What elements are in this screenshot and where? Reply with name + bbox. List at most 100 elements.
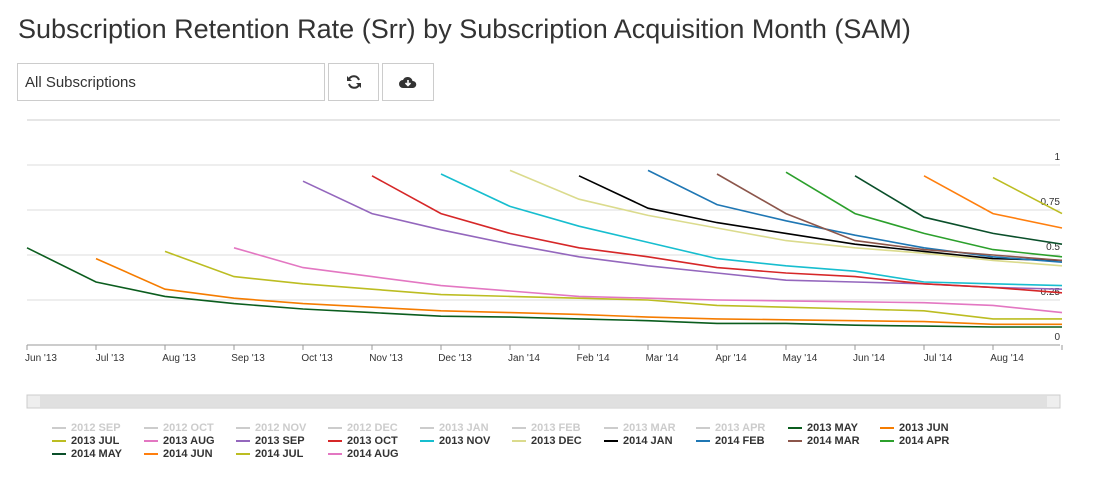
x-tick-label: Jun '13 [25, 353, 57, 364]
series-line [509, 169, 1063, 267]
legend-item[interactable]: 2014 JUL [236, 447, 328, 460]
x-tick-label: Apr '14 [715, 353, 747, 364]
legend-swatch [328, 452, 342, 455]
x-tick-label: Nov '13 [369, 353, 403, 364]
legend-item[interactable]: 2012 OCT [144, 421, 236, 434]
legend-item[interactable]: 2014 MAR [788, 434, 880, 447]
legend-item[interactable]: 2013 JUN [880, 421, 972, 434]
y-tick-label: 1 [1054, 152, 1060, 163]
download-button[interactable] [382, 63, 434, 101]
legend-item[interactable]: 2013 JAN [420, 421, 512, 434]
legend-label: 2013 AUG [163, 434, 215, 447]
legend-item[interactable]: 2014 MAY [52, 447, 144, 460]
series-line [164, 250, 1062, 320]
legend-swatch [604, 426, 618, 429]
x-tick-label: Oct '13 [301, 353, 333, 364]
legend-swatch [880, 426, 894, 429]
series-line [785, 171, 1063, 258]
series-line [233, 247, 1063, 314]
series-line [302, 180, 1063, 290]
legend-item[interactable]: 2012 SEP [52, 421, 144, 434]
x-tick-label: Mar '14 [645, 353, 678, 364]
legend-item[interactable]: 2013 JUL [52, 434, 144, 447]
legend-label: 2014 FEB [715, 434, 765, 447]
series-line [992, 176, 1063, 215]
legend-swatch [420, 439, 434, 442]
legend-label: 2013 MAR [623, 421, 676, 434]
legend-label: 2013 SEP [255, 434, 305, 447]
series-line [440, 173, 1063, 287]
legend-label: 2014 APR [899, 434, 950, 447]
legend-swatch [512, 426, 526, 429]
subscription-filter[interactable]: All Subscriptions [17, 63, 325, 101]
series-line [854, 175, 1063, 245]
legend-swatch [328, 426, 342, 429]
legend-swatch [236, 439, 250, 442]
y-tick-label: 0 [1054, 332, 1060, 343]
legend-label: 2013 NOV [439, 434, 491, 447]
legend-swatch [512, 439, 526, 442]
legend-item[interactable]: 2014 JUN [144, 447, 236, 460]
legend-label: 2014 JUL [255, 447, 304, 460]
page-title: Subscription Retention Rate (Srr) by Sub… [18, 14, 911, 44]
legend-swatch [420, 426, 434, 429]
legend-item[interactable]: 2013 MAY [788, 421, 880, 434]
legend-item[interactable]: 2012 NOV [236, 421, 328, 434]
x-tick-label: Jul '13 [96, 353, 125, 364]
legend-item[interactable]: 2014 JAN [604, 434, 696, 447]
refresh-button[interactable] [328, 63, 379, 101]
legend-item[interactable]: 2014 AUG [328, 447, 420, 460]
legend-item[interactable]: 2013 FEB [512, 421, 604, 434]
legend-swatch [144, 426, 158, 429]
series-line [95, 257, 1062, 326]
legend-swatch [788, 439, 802, 442]
series-line [647, 169, 1063, 263]
series-line [716, 173, 1063, 262]
legend-swatch [604, 439, 618, 442]
x-tick-label: Sep '13 [231, 353, 265, 364]
x-tick-label: Feb '14 [576, 353, 609, 364]
x-tick-label: Dec '13 [438, 353, 472, 364]
scrollbar-thumb[interactable] [40, 396, 1047, 407]
legend-swatch [52, 426, 66, 429]
y-tick-label: 0.5 [1046, 242, 1060, 253]
legend-label: 2014 JUN [163, 447, 213, 460]
legend-label: 2012 DEC [347, 421, 398, 434]
legend-label: 2012 OCT [163, 421, 214, 434]
x-tick-label: Aug '14 [990, 353, 1024, 364]
legend-item[interactable]: 2014 APR [880, 434, 972, 447]
legend-item[interactable]: 2013 SEP [236, 434, 328, 447]
series-line [923, 175, 1063, 229]
legend-item[interactable]: 2013 DEC [512, 434, 604, 447]
series-line [371, 175, 1063, 294]
legend-label: 2013 APR [715, 421, 766, 434]
legend-swatch [328, 439, 342, 442]
legend-swatch [696, 426, 710, 429]
legend-item[interactable]: 2013 NOV [420, 434, 512, 447]
x-tick-label: Jun '14 [853, 353, 885, 364]
legend-label: 2012 SEP [71, 421, 121, 434]
x-tick-label: Aug '13 [162, 353, 196, 364]
legend-item[interactable]: 2013 OCT [328, 434, 420, 447]
legend-item[interactable]: 2013 MAR [604, 421, 696, 434]
legend-label: 2012 NOV [255, 421, 307, 434]
legend-item[interactable]: 2013 APR [696, 421, 788, 434]
legend-swatch [144, 439, 158, 442]
legend-swatch [144, 452, 158, 455]
legend-item[interactable]: 2012 DEC [328, 421, 420, 434]
legend-item[interactable]: 2014 FEB [696, 434, 788, 447]
legend-label: 2014 MAY [71, 447, 122, 460]
legend-label: 2013 JAN [439, 421, 489, 434]
x-tick-label: May '14 [783, 353, 818, 364]
legend-swatch [52, 439, 66, 442]
legend-swatch [788, 426, 802, 429]
legend-item[interactable]: 2013 AUG [144, 434, 236, 447]
legend-label: 2013 MAY [807, 421, 858, 434]
legend-swatch [236, 426, 250, 429]
x-tick-label: Jul '14 [924, 353, 953, 364]
legend: 2012 SEP 2012 OCT 2012 NOV 2012 DEC 2013 JAN… [52, 421, 1062, 460]
legend-label: 2013 JUN [899, 421, 949, 434]
legend-label: 2014 MAR [807, 434, 860, 447]
